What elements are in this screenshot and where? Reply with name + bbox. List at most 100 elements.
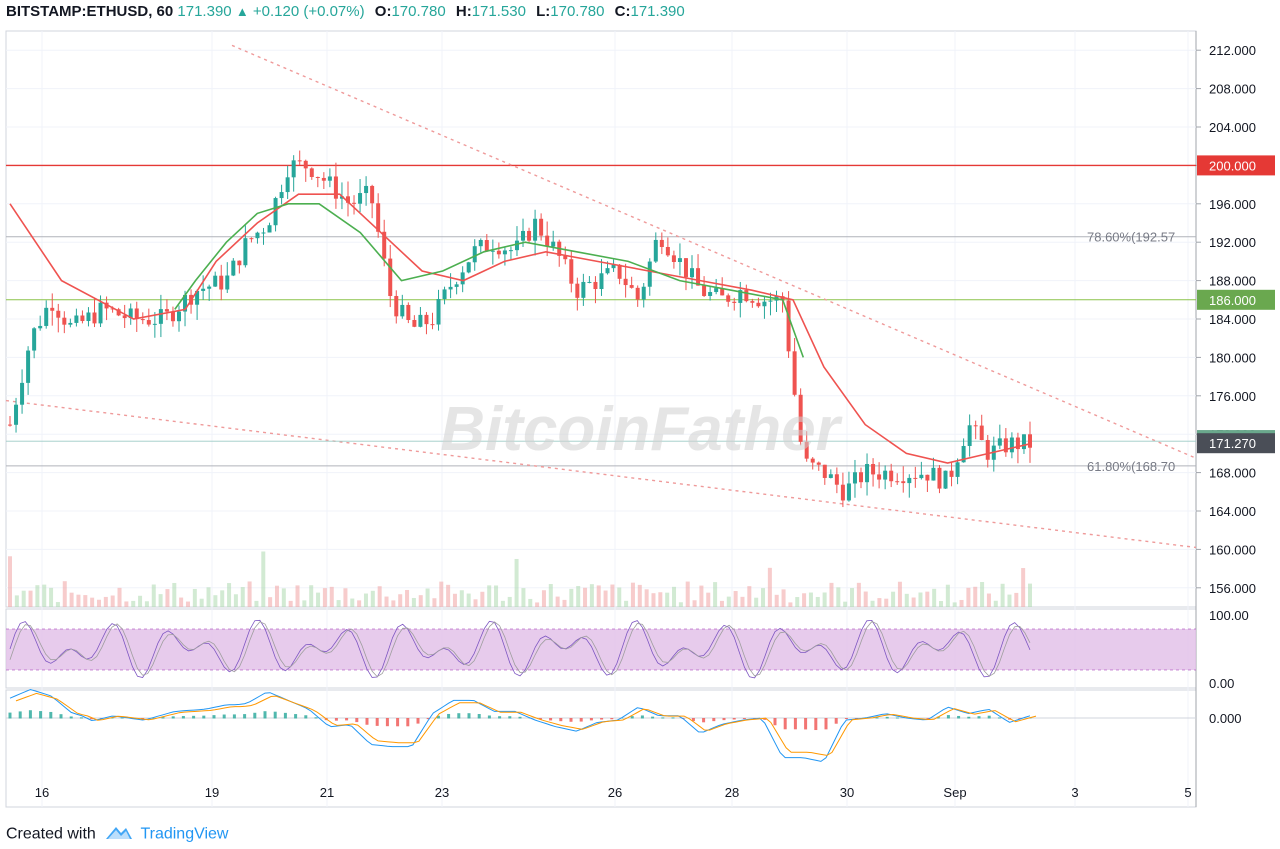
volume-bar bbox=[69, 592, 74, 607]
volume-bar bbox=[535, 602, 540, 607]
volume-bar bbox=[815, 596, 820, 607]
macd-histogram-bar bbox=[518, 716, 522, 719]
volume-bar bbox=[452, 593, 457, 607]
volume-bar bbox=[1007, 594, 1012, 607]
volume-bar bbox=[90, 597, 95, 607]
candle-body bbox=[309, 168, 314, 177]
y-tick-label: 176.000 bbox=[1209, 389, 1256, 404]
macd-histogram-bar bbox=[926, 718, 930, 719]
y-tick-label: 184.000 bbox=[1209, 312, 1256, 327]
candlestick-series bbox=[8, 150, 1032, 508]
candle-body bbox=[442, 289, 447, 300]
candle-body bbox=[979, 425, 984, 441]
candle-body bbox=[828, 474, 833, 478]
candle-body bbox=[219, 275, 224, 290]
volume-bar bbox=[432, 598, 437, 607]
y-tick-label: 168.000 bbox=[1209, 466, 1256, 481]
volume-bar bbox=[802, 593, 807, 607]
candle-body bbox=[448, 286, 453, 290]
candle-body bbox=[907, 477, 912, 484]
volume-bar bbox=[405, 589, 410, 607]
macd-histogram-bar bbox=[69, 716, 73, 719]
candle-body bbox=[732, 301, 737, 303]
y-tick-label: 192.000 bbox=[1209, 235, 1256, 250]
volume-bar bbox=[131, 600, 136, 607]
volume-bar bbox=[788, 602, 793, 607]
volume-bar bbox=[357, 600, 362, 607]
volume-bar bbox=[206, 587, 211, 607]
candle-body bbox=[635, 287, 640, 300]
candle-body bbox=[871, 464, 876, 475]
candle-body bbox=[164, 309, 169, 312]
volume-bar bbox=[213, 595, 218, 607]
candle-body bbox=[104, 302, 109, 309]
candle-body bbox=[1021, 434, 1026, 450]
macd-histogram-bar bbox=[212, 715, 216, 719]
prev-price-tag bbox=[1197, 433, 1275, 454]
macd-histogram-bar bbox=[620, 717, 624, 719]
volume-bar bbox=[925, 591, 930, 607]
candle-body bbox=[412, 320, 417, 327]
volume-bar bbox=[514, 558, 519, 607]
candle-body bbox=[599, 273, 604, 290]
volume-bar bbox=[240, 587, 245, 607]
candle-body bbox=[545, 235, 550, 247]
resistance-price-label: 200.000 bbox=[1209, 158, 1256, 173]
macd-histogram-bar bbox=[702, 718, 706, 723]
macd-histogram-bar bbox=[895, 717, 899, 719]
candle-body bbox=[810, 458, 815, 463]
candle-body bbox=[822, 464, 827, 478]
macd-histogram-bar bbox=[385, 718, 389, 727]
candle-body bbox=[665, 246, 670, 256]
volume-bar bbox=[233, 594, 238, 607]
candle-body bbox=[207, 286, 212, 289]
x-tick-label: 30 bbox=[840, 785, 854, 800]
macd-histogram-bar bbox=[79, 717, 83, 719]
candle-body bbox=[80, 315, 85, 322]
candle-body bbox=[327, 176, 332, 181]
volume-bar bbox=[713, 582, 718, 607]
candle-body bbox=[8, 424, 12, 426]
volume-bar bbox=[28, 590, 33, 607]
tradingview-link[interactable]: TradingView bbox=[140, 825, 229, 843]
candle-body bbox=[430, 324, 435, 326]
tradingview-logo-icon bbox=[104, 823, 134, 846]
volume-bar bbox=[589, 584, 594, 607]
y-tick-label: 212.000 bbox=[1209, 43, 1256, 58]
volume-bar bbox=[336, 600, 341, 607]
macd-histogram-bar bbox=[569, 718, 573, 722]
x-tick-label: 28 bbox=[725, 785, 739, 800]
candle-body bbox=[865, 464, 870, 483]
candle-body bbox=[484, 240, 489, 252]
macd-histogram-bar bbox=[8, 712, 12, 719]
volume-bar bbox=[227, 583, 232, 607]
macd-histogram-bar bbox=[610, 718, 614, 720]
volume-bar bbox=[274, 585, 279, 607]
candle-body bbox=[895, 481, 900, 483]
candle-body bbox=[249, 238, 254, 240]
candle-body bbox=[913, 477, 918, 479]
candle-body bbox=[460, 272, 465, 285]
candle-body bbox=[32, 328, 37, 351]
candle-body bbox=[768, 300, 773, 302]
y-tick-label: 180.000 bbox=[1209, 350, 1256, 365]
macd-histogram-bar bbox=[406, 718, 410, 727]
volume-bar bbox=[144, 601, 149, 607]
macd-histogram-bar bbox=[885, 716, 889, 719]
volume-bar bbox=[562, 599, 567, 607]
volume-bar bbox=[583, 587, 588, 607]
candle-body bbox=[26, 350, 31, 383]
volume-bar bbox=[637, 584, 642, 607]
macd-histogram-bar bbox=[538, 718, 542, 720]
candle-body bbox=[804, 441, 809, 459]
candle-body bbox=[738, 290, 743, 303]
x-tick-label: 21 bbox=[320, 785, 334, 800]
macd-histogram-bar bbox=[671, 717, 675, 719]
close-label: C: bbox=[614, 3, 631, 20]
candle-body bbox=[514, 240, 519, 251]
volume-bar bbox=[466, 593, 471, 607]
support-price-tag bbox=[1197, 289, 1275, 310]
macd-signal-line bbox=[15, 692, 1037, 756]
candle-body bbox=[255, 232, 260, 239]
candle-body bbox=[38, 325, 43, 329]
